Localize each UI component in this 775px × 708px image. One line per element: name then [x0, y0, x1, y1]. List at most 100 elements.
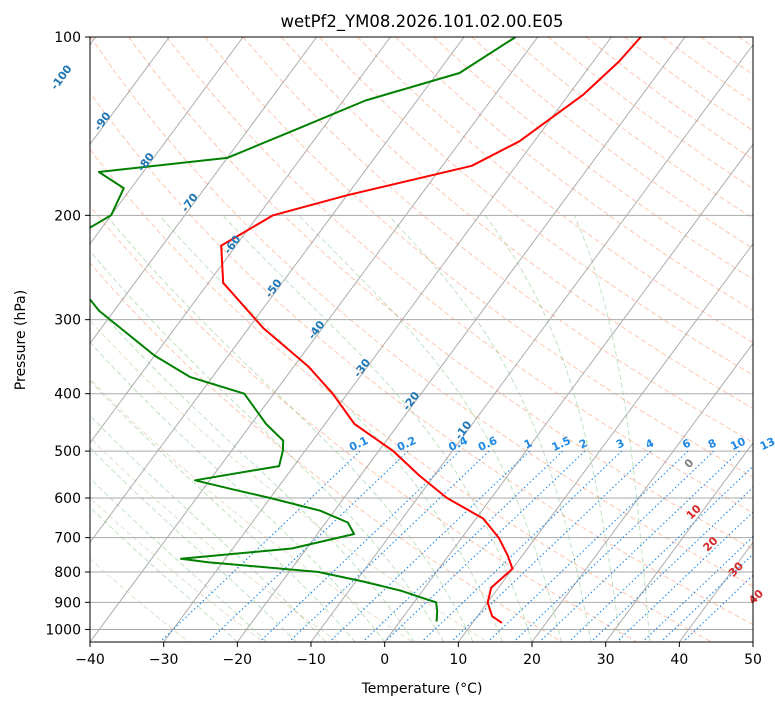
- dry-adiabat: [90, 37, 753, 587]
- temperature-profile-line: [220, 37, 642, 624]
- moist-adiabat: [90, 341, 386, 642]
- mixing-ratio-line: [259, 450, 461, 642]
- dry-adiabat: [700, 37, 753, 76]
- isotherm-label: -60: [221, 233, 243, 257]
- isotherm-line: [384, 143, 753, 642]
- moist-adiabat-label: 20: [701, 534, 721, 554]
- plot-frame: [89, 36, 754, 643]
- axis-ticks-group: −40 −30 −20 −10 0 10 20 30 40 5010020030040050060…: [45, 30, 762, 668]
- mixing-ratio-line: [288, 450, 490, 642]
- dry-adiabat: [242, 37, 753, 443]
- isotherm-label: -20: [400, 389, 422, 413]
- x-tick-label: 30: [597, 652, 615, 668]
- moist-adiabat: [90, 506, 238, 642]
- y-tick-label: 200: [54, 208, 81, 224]
- dry-adiabat: [280, 37, 753, 409]
- y-tick-label: 100: [54, 30, 81, 46]
- mixing-ratio-label: 6: [680, 436, 693, 451]
- moist-adiabat: [90, 250, 445, 642]
- moist-adiabat-label: 30: [726, 559, 746, 579]
- moist-adiabat-label: 0: [682, 456, 697, 471]
- dry-adiabat: [128, 37, 753, 550]
- y-tick-label: 500: [54, 444, 81, 460]
- y-axis-label: Pressure (hPa): [13, 290, 29, 390]
- mixing-ratio-line: [362, 450, 564, 642]
- dry-adiabat: [90, 91, 753, 626]
- mixing-ratio-line: [384, 450, 586, 642]
- x-tick-label: −40: [75, 652, 105, 668]
- isotherm-label: -30: [351, 356, 373, 380]
- dry-adiabat: [204, 37, 753, 478]
- isotherm-line: [163, 37, 612, 642]
- dry-adiabat: [318, 37, 753, 376]
- y-tick-label: 400: [54, 387, 81, 403]
- mixing-ratio-label: 3: [614, 436, 626, 451]
- moist-adiabat: [573, 215, 651, 642]
- mixing-ratio-line: [660, 553, 753, 642]
- dry-adiabat: [433, 37, 753, 280]
- moist-adiabat-label: 40: [746, 587, 766, 607]
- isotherm-label: -50: [262, 276, 284, 300]
- mixing-ratio-line: [159, 450, 361, 642]
- mixing-ratio-line: [513, 450, 715, 642]
- y-tick-label: 1000: [45, 622, 81, 638]
- x-axis-label: Temperature (°C): [361, 681, 483, 697]
- grid-lines-group: [90, 37, 753, 642]
- isotherm-line: [90, 37, 465, 544]
- dry-adiabat: [395, 37, 753, 312]
- moist-adiabat: [387, 214, 592, 642]
- mixing-ratio-label: 10: [728, 435, 748, 453]
- isotherm-line: [310, 43, 753, 642]
- isotherm-line: [752, 641, 753, 642]
- moist-adiabat: [106, 214, 474, 642]
- moist-adiabat: [90, 379, 356, 642]
- x-tick-label: 10: [449, 652, 467, 668]
- dry-adiabat: [357, 37, 753, 344]
- mixing-ratio-line: [421, 450, 623, 642]
- moist-adiabat: [298, 214, 562, 642]
- moist-adiabat: [90, 414, 327, 642]
- dry-adiabat: [166, 37, 753, 514]
- dry-adiabat: [585, 37, 753, 160]
- mixing-ratio-label: 8: [706, 436, 718, 451]
- moist-adiabat-label: 10: [684, 502, 704, 522]
- x-tick-label: 0: [380, 652, 389, 668]
- isotherm-line: [531, 342, 753, 642]
- dry-adiabat: [90, 262, 564, 642]
- x-tick-label: −20: [223, 652, 253, 668]
- isotherm-line: [236, 37, 686, 642]
- x-tick-label: 20: [523, 652, 541, 668]
- isotherm-label: -80: [135, 150, 157, 174]
- dry-adiabat: [90, 148, 713, 642]
- x-tick-label: 50: [744, 652, 762, 668]
- x-tick-label: −30: [149, 652, 179, 668]
- moist-adiabat: [90, 447, 297, 642]
- isotherm-label: -90: [91, 109, 113, 133]
- y-tick-label: 700: [54, 531, 81, 547]
- y-tick-label: 900: [54, 595, 81, 611]
- isotherm-label: -40: [305, 318, 327, 342]
- profiles-group: [90, 37, 642, 624]
- isotherm-line: [605, 442, 753, 642]
- isotherm-line: [457, 242, 753, 642]
- in-plot-labels-group: -100-90-80-70-60-50-40-30-20-100.1 0.2 0.4…: [48, 62, 775, 607]
- dry-adiabat: [738, 37, 753, 48]
- mixing-ratio-line: [329, 450, 530, 642]
- isotherm-line: [90, 37, 244, 245]
- mixing-ratio-line: [616, 511, 753, 642]
- mixing-ratio-label: 4: [643, 436, 656, 451]
- isotherm-line: [90, 37, 170, 146]
- isotherm-line: [90, 37, 391, 444]
- y-tick-label: 300: [54, 313, 81, 329]
- mixing-ratio-line: [590, 486, 753, 642]
- y-tick-label: 600: [54, 491, 81, 507]
- isotherm-label: -100: [48, 62, 75, 92]
- dry-adiabat: [623, 37, 753, 132]
- mixing-ratio-line: [568, 465, 753, 642]
- mixing-ratio-label: 13: [758, 435, 775, 453]
- isotherm-label: -70: [179, 191, 201, 215]
- dry-adiabat: [90, 377, 414, 642]
- dewpoint-profile-line: [90, 37, 517, 622]
- background-lines-group: [90, 37, 753, 642]
